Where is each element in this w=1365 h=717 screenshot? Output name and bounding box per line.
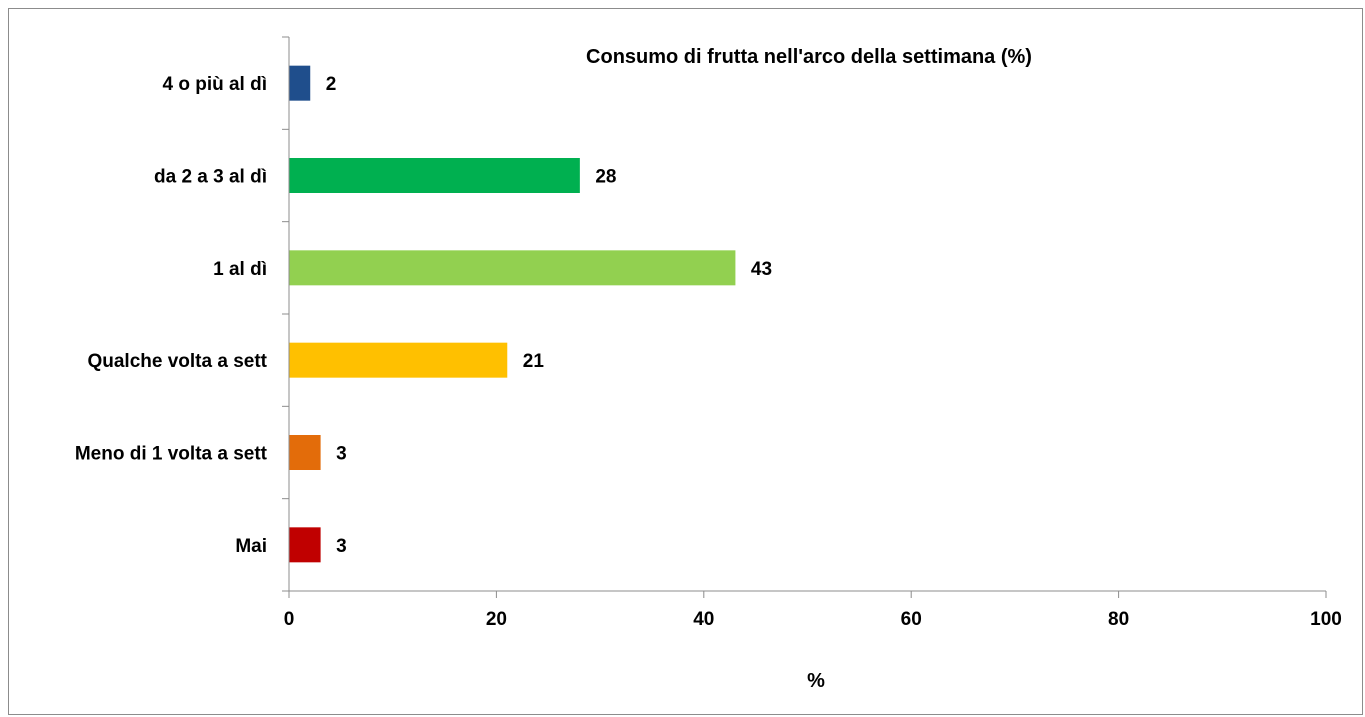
category-label: 4 o più al dì xyxy=(162,74,267,95)
category-label: da 2 a 3 al dì xyxy=(154,167,267,188)
x-tick-label: 0 xyxy=(284,609,295,630)
bar xyxy=(289,435,321,470)
x-tick-label: 80 xyxy=(1108,609,1129,630)
bars-layer xyxy=(289,65,736,563)
x-axis-label: % xyxy=(807,670,825,692)
x-tick-label: 40 xyxy=(693,609,714,630)
x-tick-label: 100 xyxy=(1310,609,1342,630)
bar xyxy=(289,342,508,378)
data-label: 2 xyxy=(326,74,337,95)
category-label: Mai xyxy=(235,536,267,557)
data-label: 43 xyxy=(751,259,772,280)
labels-layer: 4 o più al dì 2 da 2 a 3 al dì 28 1 al dì 43 Q… xyxy=(75,74,772,557)
bar xyxy=(289,250,736,286)
data-label: 3 xyxy=(336,444,347,465)
bar-chart: Consumo di frutta nell'arco della settim… xyxy=(75,36,1342,692)
chart-title: Consumo di frutta nell'arco della settim… xyxy=(586,46,1032,68)
data-label: 28 xyxy=(595,167,616,188)
bar xyxy=(289,527,321,563)
data-label: 21 xyxy=(523,351,545,372)
data-label: 3 xyxy=(336,536,347,557)
bar xyxy=(289,65,311,101)
category-label: Meno di 1 volta a sett xyxy=(75,444,268,465)
axis-layer: 0 20 40 60 80 100 xyxy=(282,36,1342,630)
x-tick-label: 60 xyxy=(901,609,922,630)
category-label: Qualche volta a sett xyxy=(87,351,267,372)
bar xyxy=(289,158,580,193)
x-tick-label: 20 xyxy=(486,609,507,630)
category-label: 1 al dì xyxy=(213,259,267,280)
chart-frame: Consumo di frutta nell'arco della settim… xyxy=(8,8,1363,715)
